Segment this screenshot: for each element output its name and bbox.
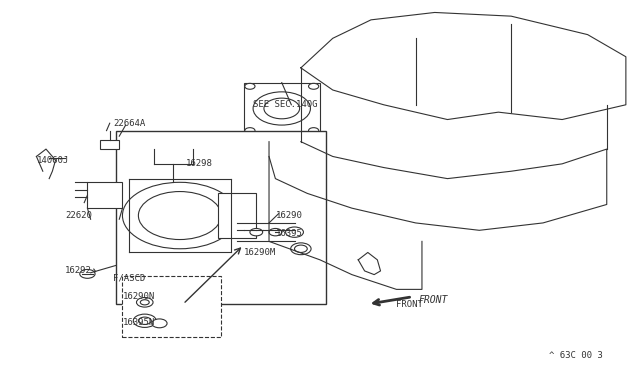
Text: 22664A: 22664A bbox=[113, 119, 145, 128]
Circle shape bbox=[285, 227, 303, 237]
Circle shape bbox=[269, 228, 282, 236]
Circle shape bbox=[245, 83, 255, 89]
Circle shape bbox=[133, 314, 156, 327]
Text: 16290N: 16290N bbox=[122, 292, 155, 301]
Text: 16395N: 16395N bbox=[122, 318, 155, 327]
Circle shape bbox=[294, 245, 307, 253]
Circle shape bbox=[138, 317, 151, 324]
Bar bbox=[122, 276, 221, 337]
Bar bbox=[244, 83, 320, 134]
Circle shape bbox=[250, 228, 262, 236]
Text: FRONT: FRONT bbox=[396, 300, 423, 309]
Circle shape bbox=[291, 243, 311, 255]
Bar bbox=[116, 131, 326, 304]
Text: 14060J: 14060J bbox=[36, 155, 68, 165]
Bar bbox=[88, 182, 122, 208]
Circle shape bbox=[152, 319, 167, 328]
Circle shape bbox=[140, 300, 149, 305]
Text: 16395: 16395 bbox=[275, 230, 302, 238]
Circle shape bbox=[308, 128, 319, 134]
Circle shape bbox=[245, 128, 255, 134]
Circle shape bbox=[122, 182, 237, 249]
Circle shape bbox=[308, 83, 319, 89]
Text: F/ASCD: F/ASCD bbox=[113, 274, 145, 283]
Text: 16292: 16292 bbox=[65, 266, 92, 275]
Text: 22620: 22620 bbox=[65, 211, 92, 220]
Bar bbox=[218, 193, 256, 238]
Circle shape bbox=[80, 269, 95, 278]
Bar bbox=[100, 140, 119, 149]
Text: SEE SEC.140G: SEE SEC.140G bbox=[253, 100, 317, 109]
Text: ^ 63C 00 3: ^ 63C 00 3 bbox=[549, 351, 603, 360]
Text: 16290: 16290 bbox=[275, 211, 302, 220]
Text: 16298: 16298 bbox=[186, 159, 213, 169]
Circle shape bbox=[264, 98, 300, 119]
Circle shape bbox=[288, 228, 301, 236]
Circle shape bbox=[253, 92, 310, 125]
Text: FRONT: FRONT bbox=[419, 295, 448, 305]
Circle shape bbox=[136, 298, 153, 307]
Text: 16290M: 16290M bbox=[244, 248, 276, 257]
Circle shape bbox=[138, 192, 221, 240]
